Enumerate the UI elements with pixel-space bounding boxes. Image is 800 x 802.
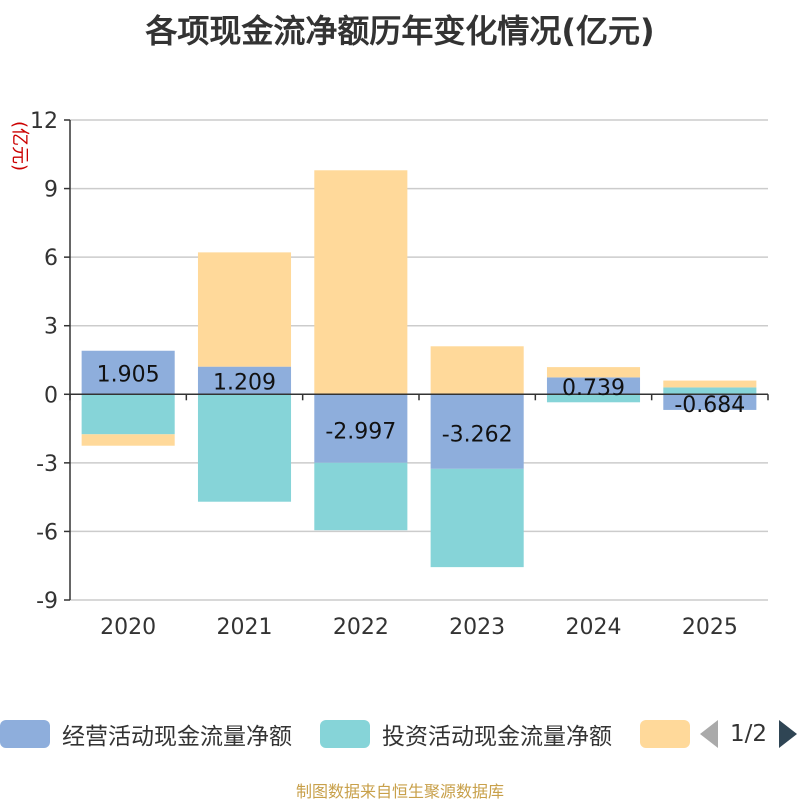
bar-investing bbox=[314, 462, 408, 531]
legend: 经营活动现金流量净额 投资活动现金流量净额 1/2 bbox=[0, 714, 800, 754]
data-label-operating: -0.684 bbox=[674, 393, 745, 418]
data-label-operating: -3.262 bbox=[442, 423, 513, 448]
bar-investing bbox=[81, 394, 175, 435]
y-axis-title: (亿元) bbox=[9, 121, 30, 171]
y-tick-label: 3 bbox=[44, 315, 58, 340]
bar-investing bbox=[663, 387, 757, 395]
bar-financing bbox=[81, 434, 175, 446]
x-tick-label: 2023 bbox=[449, 615, 505, 640]
y-tick-label: -6 bbox=[36, 520, 58, 545]
x-tick-label: 2025 bbox=[682, 615, 738, 640]
legend-swatch-investing bbox=[320, 720, 370, 748]
data-label-operating: 0.739 bbox=[562, 376, 625, 401]
legend-pager: 1/2 bbox=[700, 714, 798, 754]
legend-label-investing: 投资活动现金流量净额 bbox=[382, 724, 612, 750]
legend-swatch-operating bbox=[0, 720, 50, 748]
data-source-footer: 制图数据来自恒生聚源数据库 bbox=[295, 782, 504, 801]
bar-financing bbox=[663, 380, 757, 388]
legend-item-operating[interactable]: 经营活动现金流量净额 bbox=[0, 714, 292, 754]
bar-investing bbox=[197, 394, 292, 502]
bar-financing bbox=[546, 367, 641, 378]
bar-operating bbox=[81, 350, 175, 395]
legend-item-financing[interactable] bbox=[640, 714, 690, 754]
y-tick-label: 6 bbox=[44, 246, 58, 271]
legend-label-operating: 经营活动现金流量净额 bbox=[62, 724, 292, 750]
x-tick-label: 2020 bbox=[100, 615, 156, 640]
bar-financing bbox=[314, 170, 408, 395]
y-tick-label: 0 bbox=[44, 383, 58, 408]
y-tick-label: 9 bbox=[44, 178, 58, 203]
y-tick-label: -9 bbox=[36, 589, 58, 614]
legend-page-indicator: 1/2 bbox=[730, 721, 768, 747]
data-label-operating: 1.905 bbox=[97, 363, 160, 388]
bar-investing bbox=[430, 468, 524, 568]
bar-financing bbox=[197, 252, 292, 367]
bar-investing bbox=[546, 394, 641, 403]
bar-financing bbox=[430, 346, 524, 395]
y-tick-label: -3 bbox=[36, 452, 58, 477]
x-tick-label: 2021 bbox=[217, 615, 273, 640]
bar-operating bbox=[546, 377, 641, 395]
chart-title: 各项现金流净额历年变化情况(亿元) bbox=[145, 12, 655, 50]
bar-operating bbox=[197, 366, 292, 395]
bar-operating bbox=[314, 394, 408, 463]
x-tick-label: 2024 bbox=[566, 615, 622, 640]
legend-prev-icon[interactable] bbox=[700, 720, 718, 748]
legend-item-investing[interactable]: 投资活动现金流量净额 bbox=[320, 714, 612, 754]
legend-swatch-financing bbox=[640, 720, 690, 748]
data-label-operating: 1.209 bbox=[213, 370, 276, 395]
x-tick-label: 2022 bbox=[333, 615, 389, 640]
legend-next-icon[interactable] bbox=[779, 720, 798, 748]
y-tick-label: 12 bbox=[30, 109, 58, 134]
chart-area: 12 9 6 3 0 -3 -6 -9 (亿元) 2020 2021 2022 2023 2024 2025… bbox=[9, 109, 769, 640]
data-label-operating: -2.997 bbox=[325, 420, 396, 445]
bar-operating bbox=[663, 394, 757, 410]
bar-operating bbox=[430, 394, 524, 469]
